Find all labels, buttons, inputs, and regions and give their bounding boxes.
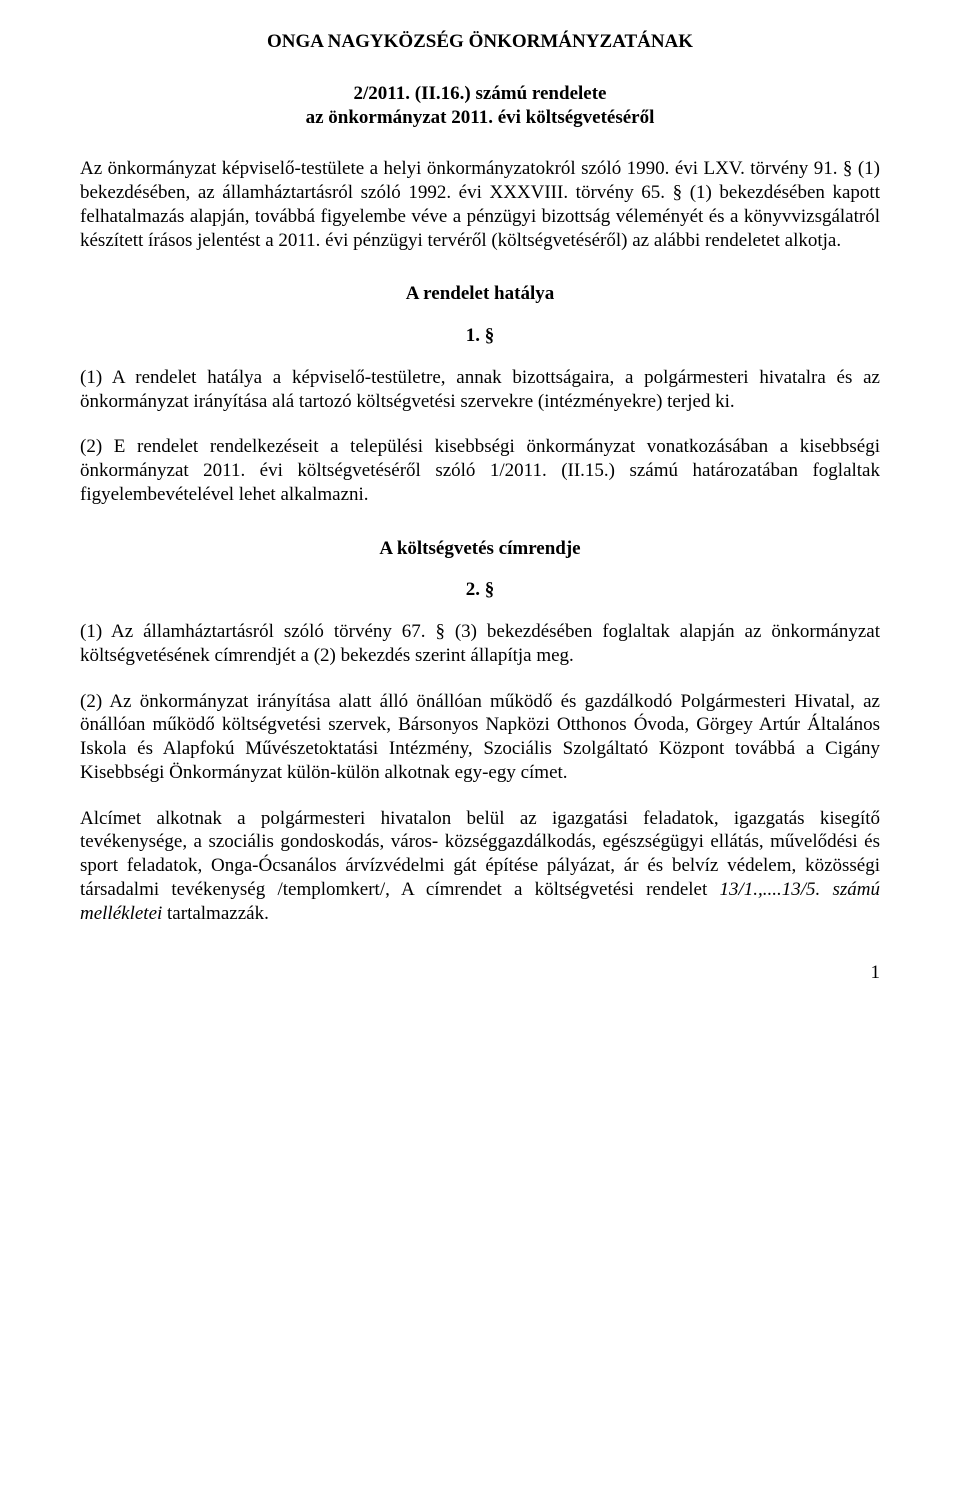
- subtitle-line-1: 2/2011. (II.16.) számú rendelete: [354, 83, 607, 104]
- document-title: ONGA NAGYKÖZSÉG ÖNKORMÁNYZATÁNAK: [80, 30, 880, 54]
- section-1-para-2: (2) E rendelet rendelkezéseit a települé…: [80, 435, 880, 506]
- section-2-para-3: Alcímet alkotnak a polgármesteri hivatal…: [80, 807, 880, 926]
- page-number: 1: [80, 961, 880, 985]
- section-2-para-1: (1) Az államháztartásról szóló törvény 6…: [80, 620, 880, 668]
- section-1-number: 1. §: [80, 324, 880, 348]
- section-1-para-1: (1) A rendelet hatálya a képviselő-testü…: [80, 366, 880, 414]
- document-subtitle: 2/2011. (II.16.) számú rendelete az önko…: [80, 82, 880, 130]
- section-2-para-3-run-b: tartalmazzák.: [167, 903, 269, 924]
- preamble-paragraph: Az önkormányzat képviselő-testülete a he…: [80, 157, 880, 252]
- subtitle-line-2: az önkormányzat 2011. évi költségvetésér…: [306, 107, 655, 128]
- section-2-number: 2. §: [80, 578, 880, 602]
- section-1-heading: A rendelet hatálya: [80, 282, 880, 306]
- section-2-heading: A költségvetés címrendje: [80, 537, 880, 561]
- section-2-para-2: (2) Az önkormányzat irányítása alatt áll…: [80, 690, 880, 785]
